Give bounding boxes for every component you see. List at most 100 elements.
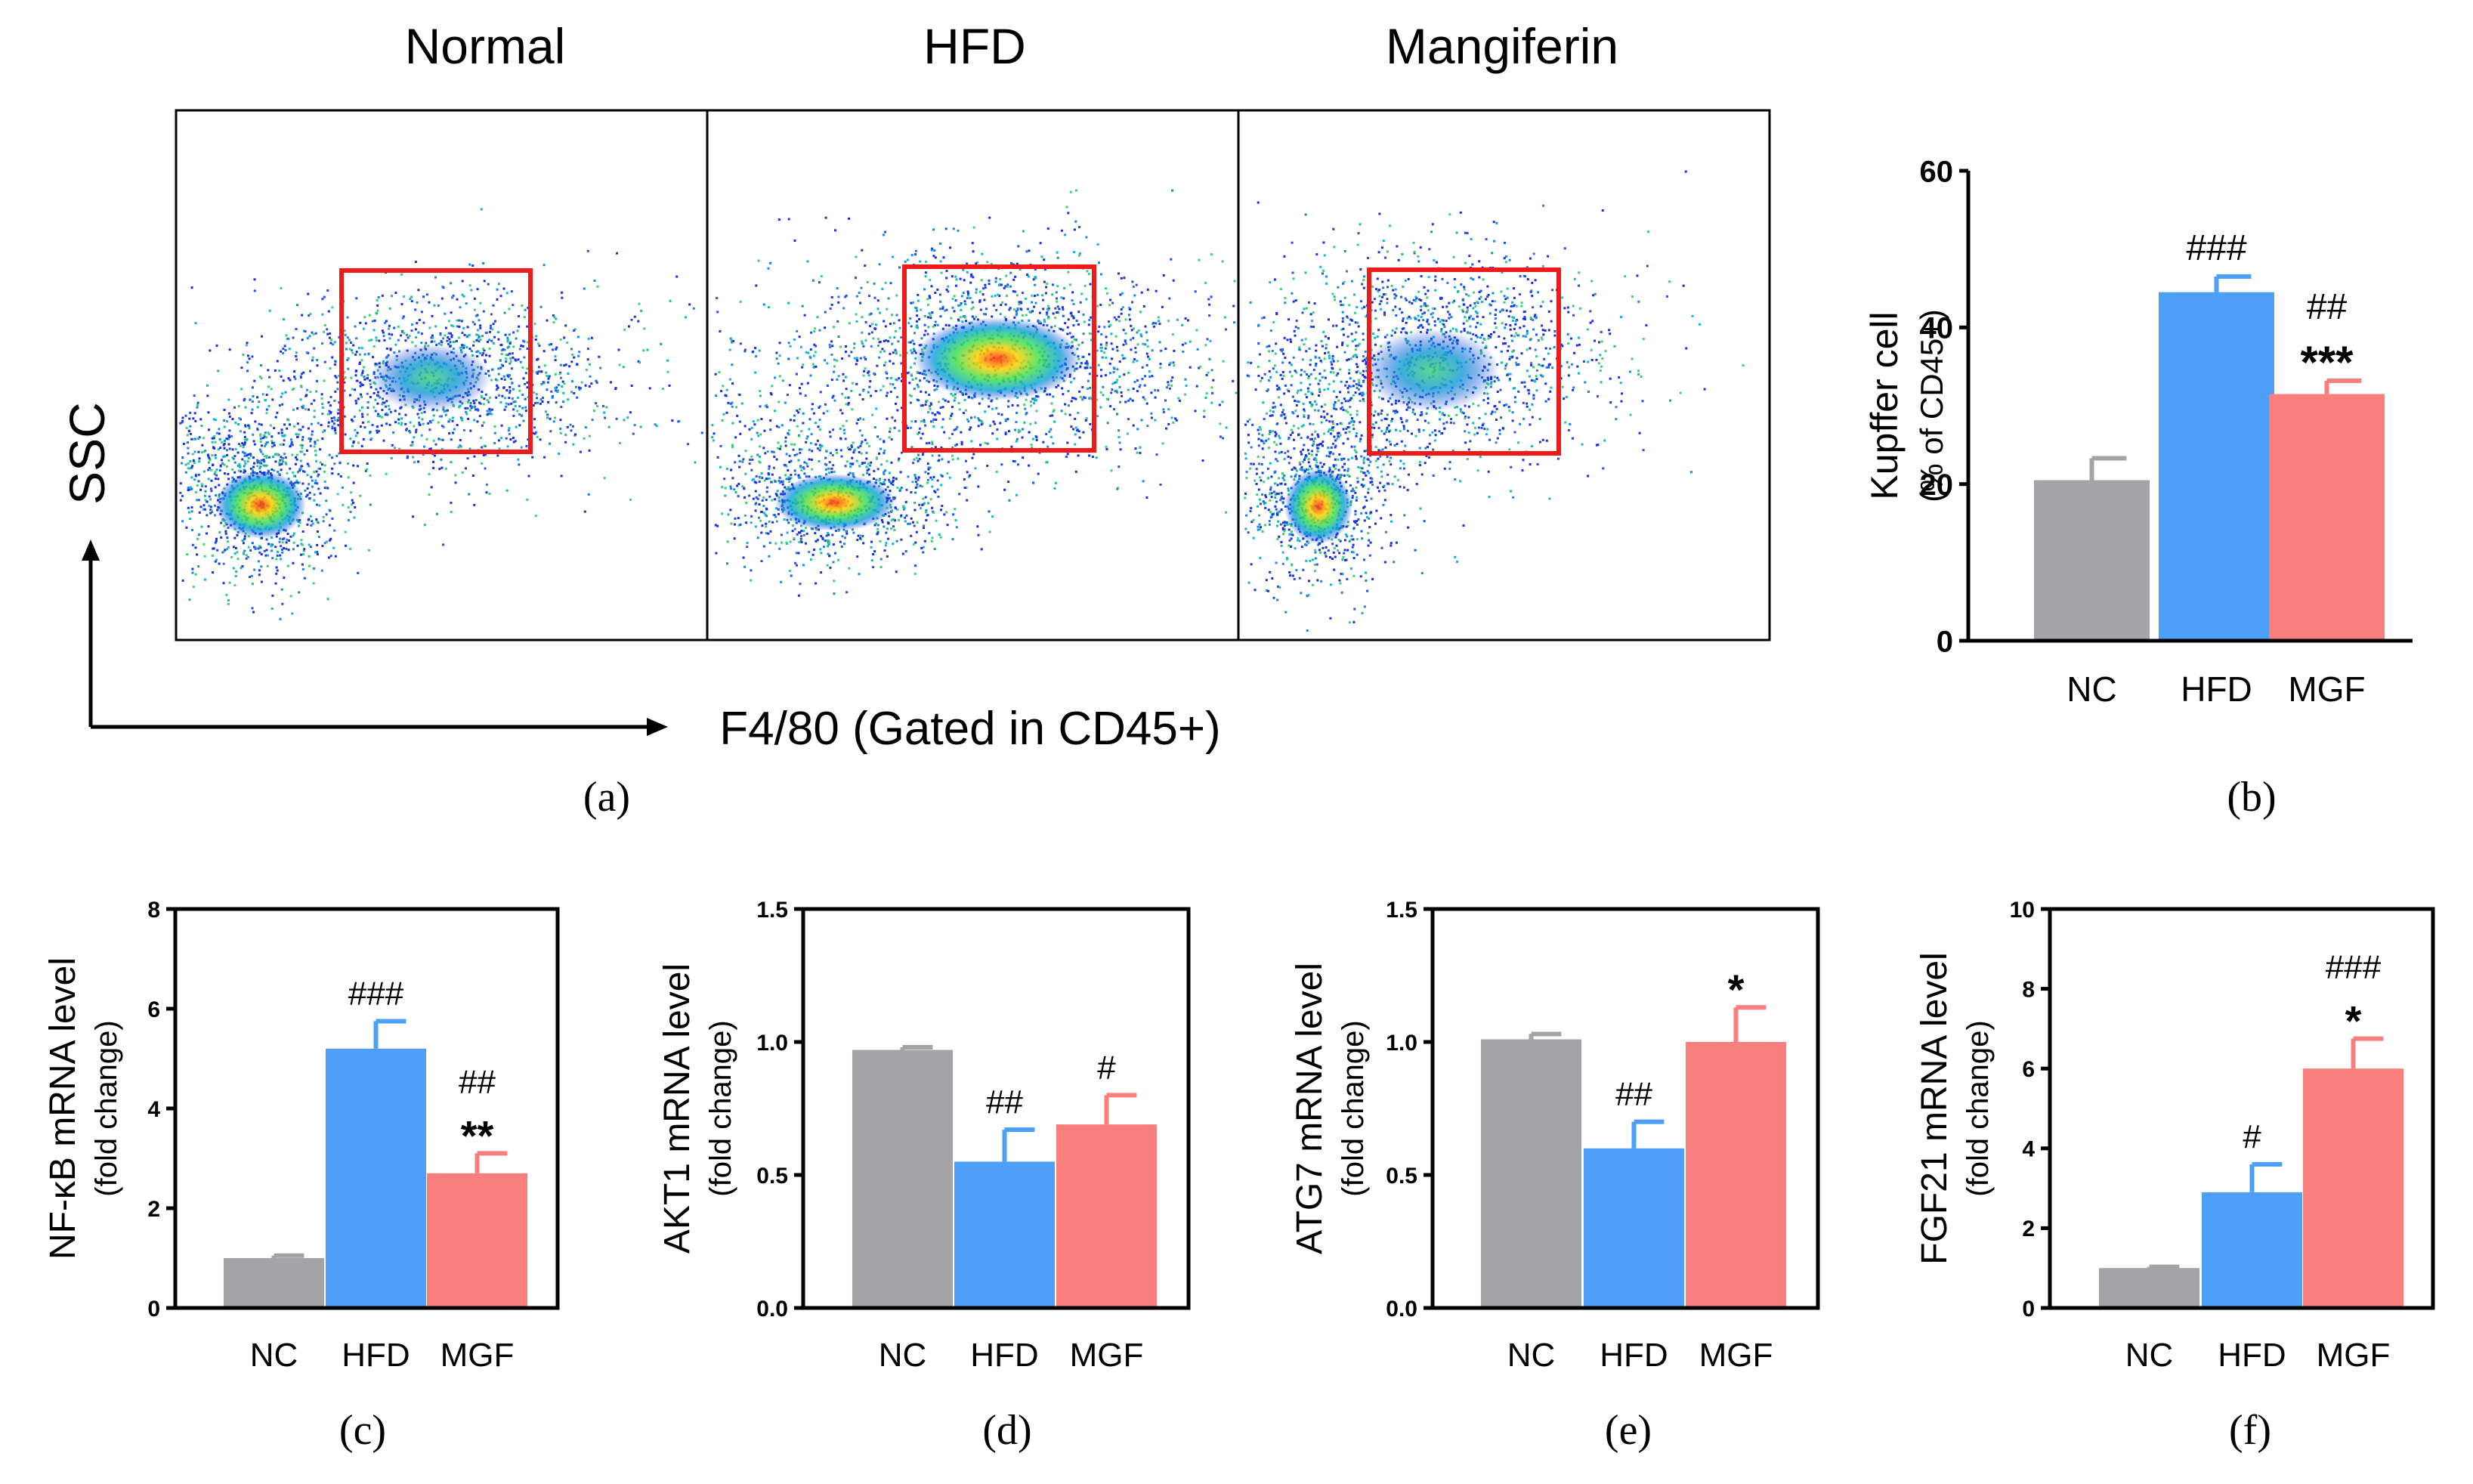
flow-dot bbox=[669, 299, 672, 302]
flow-dot bbox=[382, 331, 385, 334]
flow-dot bbox=[1033, 305, 1036, 308]
flow-dot bbox=[461, 293, 464, 296]
flow-dot bbox=[488, 407, 491, 410]
flow-dot bbox=[994, 422, 997, 425]
flow-dot bbox=[962, 292, 965, 295]
flow-dot bbox=[675, 275, 679, 278]
flow-dot bbox=[243, 551, 245, 554]
flow-dot bbox=[832, 561, 835, 564]
flow-dot bbox=[211, 441, 214, 444]
flow-dot bbox=[240, 418, 242, 421]
flow-dot bbox=[428, 301, 431, 304]
flow-dot bbox=[270, 545, 273, 548]
flow-dot bbox=[829, 307, 832, 310]
flow-dot bbox=[1045, 286, 1048, 289]
flow-dot bbox=[368, 314, 371, 317]
flow-dot bbox=[941, 305, 944, 308]
flow-dot bbox=[212, 571, 214, 574]
flow-dot bbox=[557, 384, 560, 386]
flow-dot bbox=[311, 331, 314, 334]
flow-dot bbox=[1125, 342, 1127, 345]
flow-dot bbox=[939, 536, 942, 539]
flow-dot bbox=[1089, 396, 1092, 399]
flow-dot bbox=[372, 356, 374, 359]
flow-dot bbox=[290, 443, 293, 446]
flow-dot bbox=[187, 506, 190, 509]
flow-dot bbox=[1056, 285, 1059, 288]
flow-dot bbox=[811, 450, 814, 453]
flow-dot bbox=[301, 425, 304, 428]
flow-dot bbox=[295, 479, 298, 482]
flow-dot bbox=[487, 341, 489, 343]
flow-dot bbox=[917, 431, 920, 434]
flow-dot bbox=[470, 350, 473, 353]
flow-dot bbox=[801, 305, 804, 308]
flow-dot bbox=[1058, 308, 1061, 311]
flow-dot bbox=[252, 433, 255, 436]
flow-dot bbox=[1070, 381, 1072, 384]
flow-dot bbox=[978, 402, 981, 405]
flow-dot bbox=[309, 313, 312, 315]
flow-dot bbox=[1120, 308, 1123, 311]
flow-dot bbox=[428, 473, 431, 475]
flow-dot bbox=[618, 363, 621, 366]
flow-dot bbox=[816, 447, 819, 450]
flow-dot bbox=[914, 541, 917, 544]
flow-dot bbox=[425, 437, 428, 441]
flow-dot bbox=[280, 462, 283, 465]
flow-dot bbox=[296, 471, 299, 474]
flow-dot bbox=[243, 454, 246, 457]
flow-dot bbox=[738, 465, 741, 468]
flow-dot bbox=[243, 431, 246, 434]
flow-dot bbox=[456, 298, 459, 301]
flow-dot bbox=[521, 366, 524, 369]
flow-dot bbox=[815, 365, 818, 368]
flow-dot bbox=[374, 363, 377, 365]
flow-dot bbox=[630, 318, 633, 321]
flow-dot bbox=[270, 388, 273, 391]
flow-dot bbox=[816, 439, 819, 442]
flow-dot bbox=[367, 420, 370, 423]
flow-dot bbox=[994, 280, 997, 283]
flow-dot bbox=[913, 501, 917, 504]
flow-dot bbox=[936, 411, 939, 414]
flow-dot bbox=[1071, 299, 1074, 302]
flow-dot bbox=[840, 455, 843, 458]
flow-dot bbox=[327, 421, 330, 424]
flow-dot bbox=[843, 543, 846, 546]
flow-dot bbox=[438, 468, 441, 471]
flow-dot bbox=[805, 532, 808, 535]
flow-dot bbox=[539, 305, 543, 308]
flow-dot bbox=[451, 419, 454, 422]
flow-dot bbox=[844, 376, 847, 379]
flow-dot bbox=[400, 303, 403, 306]
flow-dot bbox=[812, 354, 815, 357]
flow-dot bbox=[563, 382, 566, 385]
flow-dot bbox=[496, 379, 499, 382]
flow-dot bbox=[352, 464, 355, 467]
flow-dot bbox=[921, 432, 924, 435]
flow-dot bbox=[444, 410, 447, 413]
flow-dot bbox=[301, 553, 304, 555]
flow-dot bbox=[932, 418, 935, 421]
flow-dot bbox=[521, 339, 524, 342]
flow-dot bbox=[1221, 400, 1224, 403]
flow-dot bbox=[755, 355, 758, 357]
flow-dot bbox=[458, 319, 461, 322]
flow-dot bbox=[208, 428, 210, 431]
flow-dot bbox=[1119, 400, 1122, 403]
flow-dot bbox=[1090, 316, 1093, 319]
flow-dot bbox=[554, 355, 557, 358]
flow-dot bbox=[559, 427, 562, 430]
flow-dot bbox=[721, 486, 724, 489]
flow-dot bbox=[357, 347, 360, 349]
flow-dot bbox=[484, 467, 487, 470]
flow-dot bbox=[223, 439, 226, 442]
flow-dot bbox=[584, 426, 587, 429]
flow-dot bbox=[912, 521, 914, 524]
flow-dot bbox=[329, 411, 332, 414]
flow-dot bbox=[926, 332, 929, 335]
flow-dot bbox=[1049, 393, 1051, 396]
flow-dot bbox=[278, 461, 281, 464]
flow-dot bbox=[922, 546, 925, 549]
